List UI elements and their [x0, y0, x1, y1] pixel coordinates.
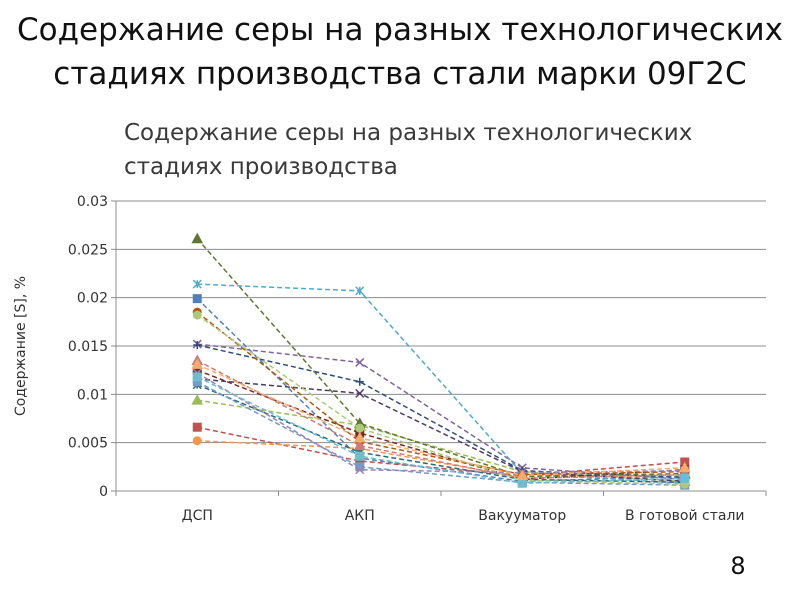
x-tick-label: В готовой стали: [625, 508, 745, 524]
series-line: [196, 383, 685, 484]
x-tick-label: Вакууматор: [478, 508, 566, 524]
page-number: 8: [730, 552, 746, 580]
chart-title-line2: стадиях производства: [124, 154, 398, 180]
data-point: [680, 473, 690, 483]
data-point: [355, 451, 365, 461]
series-line: [196, 369, 685, 481]
y-tick-label: 0.01: [77, 387, 108, 403]
data-point: [355, 377, 364, 386]
series-line: [196, 238, 685, 478]
data-point: [191, 232, 204, 244]
data-point: [193, 341, 202, 350]
series-line: [197, 343, 685, 481]
data-series: [192, 307, 690, 480]
y-tick-label: 0.02: [77, 291, 108, 307]
data-point: [192, 294, 202, 304]
y-tick-label: 0: [99, 484, 108, 500]
series-line: [197, 378, 685, 483]
data-series: [193, 341, 689, 482]
data-point: [678, 461, 691, 473]
y-axis-label: Содержание [S], %: [13, 276, 29, 416]
chart-title: Содержание серы на разных технологически…: [124, 116, 784, 184]
series-line: [196, 363, 685, 477]
data-series: [191, 354, 691, 483]
slide-title-line2: стадиях производства стали марки 09Г2С: [53, 56, 747, 92]
data-point: [192, 310, 202, 320]
series-line: [196, 359, 685, 480]
y-tick-label: 0.03: [77, 194, 108, 210]
x-tick-label: ДСП: [182, 508, 213, 524]
data-point: [517, 478, 527, 488]
data-series: [191, 358, 691, 481]
y-tick-label: 0.015: [68, 339, 108, 355]
data-point: [192, 279, 202, 289]
series-line: [197, 426, 685, 477]
data-series: [192, 372, 690, 488]
data-point: [355, 388, 365, 398]
data-point: [191, 394, 204, 405]
data-point: [192, 422, 202, 432]
series-line: [196, 314, 685, 485]
data-point: [355, 357, 365, 367]
data-series: [192, 368, 690, 478]
data-point: [353, 431, 366, 443]
x-tick-label: АКП: [345, 508, 375, 524]
data-series: [192, 374, 690, 486]
data-point: [192, 372, 202, 382]
y-tick-label: 0.025: [68, 242, 108, 258]
series-line: [196, 376, 685, 485]
slide-title-line1: Содержание серы на разных технологически…: [17, 12, 783, 48]
slide-title: Содержание серы на разных технологически…: [0, 8, 800, 96]
series-line: [197, 399, 685, 483]
data-point: [355, 465, 365, 475]
chart-axes: 0 0.005 0.01 0.015 0.02 0.025 0.03 ДСП АКП Вакуум…: [13, 194, 767, 524]
data-point: [353, 439, 366, 451]
chart-series: [191, 232, 691, 490]
series-line: [196, 381, 685, 486]
data-series: [192, 380, 690, 487]
series-line: [196, 311, 685, 476]
chart-title-line1: Содержание серы на разных технологически…: [124, 120, 693, 146]
y-tick-label: 0.005: [68, 436, 108, 452]
data-point: [355, 423, 365, 433]
data-series: [191, 232, 691, 481]
data-point: [516, 469, 529, 481]
data-point: [355, 286, 365, 296]
chart-grid: [116, 200, 766, 444]
data-point: [191, 358, 204, 369]
data-point: [192, 436, 202, 446]
series-line: [197, 283, 685, 485]
